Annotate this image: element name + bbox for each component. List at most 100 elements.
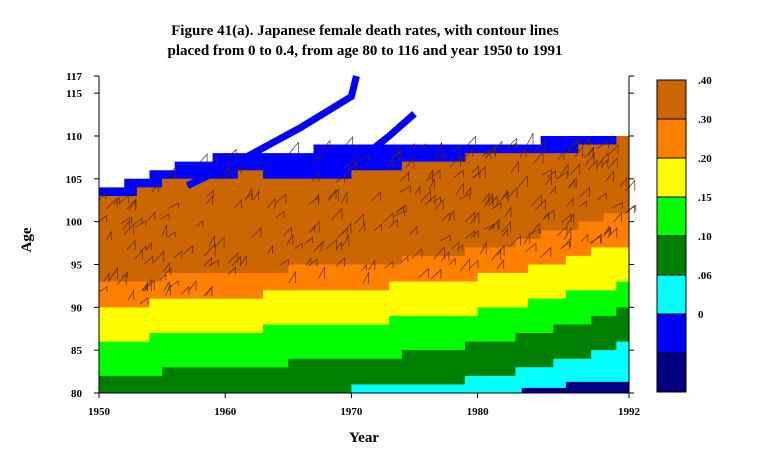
contour-stroke [465,135,477,148]
contour-stroke [448,257,456,265]
contour-stroke [317,240,324,247]
contour-stroke [266,245,274,254]
contour-stroke [568,177,577,188]
y-tick-label: 110 [66,131,82,143]
contour-stroke [161,224,168,237]
contour-stroke [529,228,541,235]
legend-label: .20 [698,153,712,165]
contour-stroke [556,225,568,237]
contour-stroke [245,188,253,201]
contour-stroke [286,234,294,245]
contour-stroke [163,268,172,276]
contour-stroke [453,169,464,178]
contour-stroke [395,205,405,213]
contour-stroke [563,237,571,248]
contour-stroke [546,170,556,178]
contour-stroke [399,171,410,183]
contour-stroke [507,142,517,150]
y-tick-label: 90 [71,302,83,314]
contour-stroke [469,211,480,225]
x-tick-label: 1970 [340,406,363,418]
contour-stroke [575,145,583,157]
x-tick-label: 1992 [618,406,641,418]
contour-stroke [482,192,490,203]
contour-stroke [344,136,353,147]
contour-stroke [159,273,167,281]
contour-stroke [506,186,518,199]
contour-stroke [120,216,132,224]
chart-title-line-1: Figure 41(a). Japanese female death rate… [171,23,559,39]
contour-stroke [335,174,345,183]
band-green [99,307,629,393]
contour-stroke [501,189,508,200]
contour-stroke [151,183,159,193]
contour-stroke [384,260,394,269]
contour-stroke [432,196,441,203]
contour-stroke [371,191,381,202]
contour-stroke [611,202,623,209]
contour-stroke [103,272,110,282]
contour-stroke [335,256,346,267]
contour-stroke [430,268,442,280]
contour-stroke [465,230,476,239]
contour-stroke [502,228,508,237]
contour-stroke [468,259,479,270]
legend-swatch [656,118,687,159]
contour-stroke [288,141,299,155]
contour-stroke [455,182,464,195]
contour-stroke [309,220,320,233]
contour-stroke [317,266,325,280]
legend-label: .40 [698,75,712,87]
contour-stroke [440,251,450,262]
contour-stroke [251,227,262,239]
contour-stroke [534,198,546,211]
contour-stroke [589,235,601,244]
legend-label: .06 [698,270,712,282]
contour-stroke [603,225,610,238]
contour-stroke [542,209,555,220]
contour-stroke [385,160,395,169]
contour-stroke [579,200,587,207]
contour-stroke [203,256,213,267]
contour-stroke [524,233,531,244]
contour-stroke [165,284,171,296]
contour-stroke [213,236,225,248]
contour-stroke [330,207,343,221]
contour-stroke [518,175,528,188]
blue-streaks [185,75,417,189]
contour-stroke [373,223,382,232]
contour-stroke [99,286,108,293]
contour-stroke [135,220,147,228]
contour-stroke [359,154,370,162]
contour-stroke [401,255,409,263]
contour-stroke [109,266,118,280]
contour-stroke [389,149,401,163]
contour-stroke [343,157,356,169]
legend-swatch [656,235,687,276]
contour-stroke [189,279,197,291]
contour-stroke [485,192,493,205]
contour-stroke [426,169,434,182]
contour-stroke [464,211,476,223]
x-tick-label: 1950 [88,406,111,418]
contour-stroke [368,259,376,271]
contour-stroke [557,150,565,161]
contour-stroke [206,189,214,198]
contour-stroke [424,195,436,206]
contour-stroke [228,266,236,275]
contour-stroke [208,235,215,247]
contour-stroke [493,140,503,152]
contour-stroke [545,175,552,186]
axes: 1950 1960 1970 1980 1992 80 85 90 95 100 105 110 11… [66,71,641,418]
contour-stroke [396,204,407,213]
contour-stroke [106,197,118,209]
contour-stroke [465,186,472,195]
contour-stroke [170,280,179,287]
contour-stroke [239,255,247,266]
x-tick-label: 1980 [467,406,490,418]
contour-stroke [582,137,590,147]
contour-stroke [205,194,213,205]
contour-stroke [116,273,127,286]
contour-stroke [183,245,194,254]
